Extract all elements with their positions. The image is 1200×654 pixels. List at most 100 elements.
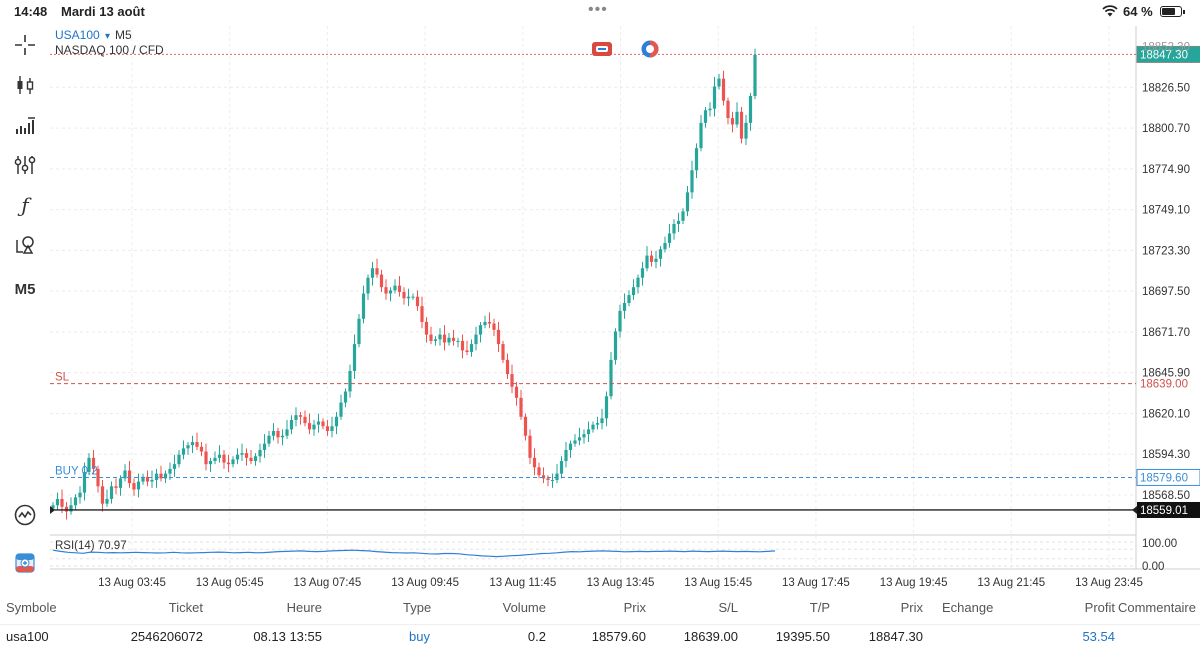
crosshair-right-handle[interactable] bbox=[1132, 505, 1137, 514]
row-ticket: 2546206072 bbox=[130, 629, 203, 644]
battery-icon bbox=[1160, 6, 1185, 17]
rsi-label: RSI(14) 70.97 bbox=[55, 540, 127, 552]
candle-body bbox=[415, 296, 420, 307]
candle-body bbox=[433, 339, 438, 341]
candle-body bbox=[366, 277, 370, 294]
multitasking-dots-icon[interactable]: ••• bbox=[588, 1, 608, 18]
rsi-axis-max: 100.00 bbox=[1142, 538, 1177, 550]
candle-body bbox=[469, 344, 474, 352]
candle-body bbox=[271, 430, 276, 436]
candle-body bbox=[600, 418, 604, 424]
status-time: 14:48 bbox=[14, 4, 48, 19]
candle-body bbox=[145, 476, 150, 482]
candle-body bbox=[613, 331, 618, 360]
candle-body bbox=[537, 467, 541, 476]
candle-body bbox=[64, 506, 69, 512]
candle-body bbox=[55, 498, 60, 506]
chart-type-candles-icon[interactable] bbox=[10, 70, 40, 100]
candle-body bbox=[78, 492, 82, 498]
candle-body bbox=[591, 424, 595, 430]
candle-body bbox=[262, 443, 267, 450]
candle-body bbox=[217, 454, 222, 458]
candle-body bbox=[60, 498, 64, 507]
row-sl[interactable]: 18639.00 bbox=[683, 629, 738, 644]
candle-body bbox=[114, 486, 118, 488]
candle-body bbox=[339, 402, 343, 417]
col-time: Heure bbox=[286, 600, 322, 615]
candle-body bbox=[478, 325, 483, 335]
candle-body bbox=[532, 457, 537, 468]
price-axis-label: 18723.30 bbox=[1142, 245, 1190, 257]
time-axis-label: 13 Aug 17:45 bbox=[782, 577, 850, 589]
candle-body bbox=[141, 476, 145, 482]
signals-chart-icon[interactable] bbox=[10, 500, 40, 530]
candle-body bbox=[528, 435, 532, 458]
candle-body bbox=[321, 421, 325, 427]
positions-table-header: Symbole Ticket Heure Type Volume Prix S/… bbox=[0, 596, 1200, 622]
candle-body bbox=[703, 110, 708, 123]
candle-body bbox=[505, 359, 510, 375]
candle-body bbox=[334, 416, 339, 427]
stop-loss-price-badge bbox=[1137, 375, 1200, 392]
candle-body bbox=[690, 170, 694, 193]
candle-body bbox=[577, 437, 582, 441]
symbol-dropdown-icon[interactable]: ▾ bbox=[105, 31, 110, 42]
candle-body bbox=[307, 423, 312, 430]
candle-body bbox=[667, 233, 672, 243]
candle-body bbox=[123, 470, 127, 479]
candle-body bbox=[186, 445, 190, 449]
candle-body bbox=[69, 505, 73, 512]
time-axis-label: 13 Aug 09:45 bbox=[391, 577, 459, 589]
candle-body bbox=[676, 220, 681, 224]
col-swap: Echange bbox=[942, 600, 994, 615]
candle-body bbox=[438, 334, 442, 340]
col-profit: Profit bbox=[1084, 600, 1115, 615]
timeframe-button[interactable]: M5 bbox=[14, 280, 36, 298]
buy-order-price-badge bbox=[1136, 468, 1200, 486]
candle-body bbox=[406, 296, 411, 299]
candle-body bbox=[132, 483, 136, 490]
crosshair-icon[interactable] bbox=[10, 30, 40, 60]
status-bar: 14:48 Mardi 13 août ••• 64 % bbox=[0, 0, 1200, 24]
indicators-bars-icon[interactable] bbox=[10, 110, 40, 140]
candle-body bbox=[100, 486, 105, 504]
candle-body bbox=[352, 344, 357, 371]
objects-shapes-icon[interactable] bbox=[10, 230, 40, 260]
candle-body bbox=[546, 478, 550, 480]
broker-icon[interactable] bbox=[592, 42, 612, 56]
candle-body bbox=[199, 446, 204, 452]
candle-body bbox=[420, 306, 424, 322]
time-axis-label: 13 Aug 23:45 bbox=[1075, 577, 1143, 589]
candle-body bbox=[429, 334, 433, 341]
buy-order-label: BUY 0.2 bbox=[55, 465, 98, 477]
function-f-icon[interactable]: ƒ bbox=[21, 193, 29, 217]
position-row[interactable]: usa100 2546206072 08.13 13:55 buy 0.2 18… bbox=[0, 624, 1200, 651]
symbol-label[interactable]: USA100 bbox=[55, 28, 100, 42]
battery-percent: 64 % bbox=[1123, 4, 1153, 19]
candle-body bbox=[708, 108, 712, 111]
candle-body bbox=[222, 454, 226, 463]
candle-body bbox=[379, 274, 384, 288]
crosshair-left-handle[interactable] bbox=[50, 505, 55, 514]
candle-body bbox=[177, 454, 181, 465]
candle-body bbox=[154, 473, 159, 480]
row-profit: 53.54 bbox=[1082, 629, 1115, 644]
connection-status-icon[interactable] bbox=[641, 40, 659, 58]
candle-body bbox=[181, 448, 186, 455]
candle-body bbox=[609, 359, 613, 397]
candle-body bbox=[249, 457, 253, 462]
row-current-price: 18847.30 bbox=[868, 629, 923, 644]
candle-body bbox=[91, 457, 96, 469]
row-tp[interactable]: 19395.50 bbox=[775, 629, 830, 644]
candle-body bbox=[316, 421, 321, 425]
price-axis-label: 18749.10 bbox=[1142, 205, 1190, 217]
candle-body bbox=[559, 461, 564, 474]
candle-body bbox=[109, 486, 114, 499]
one-click-trading-icon[interactable] bbox=[10, 548, 40, 578]
settings-sliders-icon[interactable] bbox=[10, 150, 40, 180]
crosshair-price-badge bbox=[1137, 501, 1200, 518]
col-comment: Commentaire bbox=[1117, 600, 1196, 615]
candle-body bbox=[685, 192, 690, 212]
